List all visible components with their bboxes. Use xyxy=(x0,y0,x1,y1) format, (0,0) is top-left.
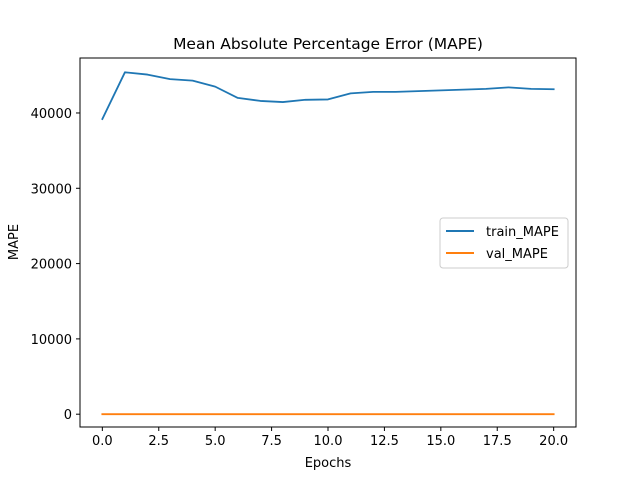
legend-label-val: val_MAPE xyxy=(486,247,548,262)
x-tick-label: 17.5 xyxy=(483,434,512,449)
y-tick-label: 10000 xyxy=(31,333,72,348)
y-tick-label: 20000 xyxy=(31,258,72,273)
x-axis-title: Epochs xyxy=(305,456,352,471)
x-tick-label: 0.0 xyxy=(92,434,113,449)
x-axis: 0.0 2.5 5.0 7.5 10.0 12.5 15.0 17.5 20.0 xyxy=(92,427,568,449)
x-tick-label: 2.5 xyxy=(148,434,169,449)
plot-lines xyxy=(101,71,555,416)
x-tick-label: 15.0 xyxy=(426,434,455,449)
y-tick-label: 30000 xyxy=(31,182,72,197)
y-axis-title: MAPE xyxy=(7,224,22,260)
x-tick-label: 12.5 xyxy=(370,434,399,449)
legend: train_MAPE val_MAPE xyxy=(439,217,569,269)
legend-label-train: train_MAPE xyxy=(486,225,559,240)
chart-title: Mean Absolute Percentage Error (MAPE) xyxy=(173,35,483,53)
x-tick-label: 20.0 xyxy=(539,434,568,449)
x-tick-label: 10.0 xyxy=(314,434,343,449)
y-tick-label: 40000 xyxy=(31,107,72,122)
y-tick-label: 0 xyxy=(64,408,72,423)
x-tick-label: 7.5 xyxy=(261,434,282,449)
series-line-train_MAPE xyxy=(101,71,555,121)
y-axis: 0 10000 20000 30000 40000 xyxy=(31,107,80,423)
x-tick-label: 5.0 xyxy=(205,434,226,449)
